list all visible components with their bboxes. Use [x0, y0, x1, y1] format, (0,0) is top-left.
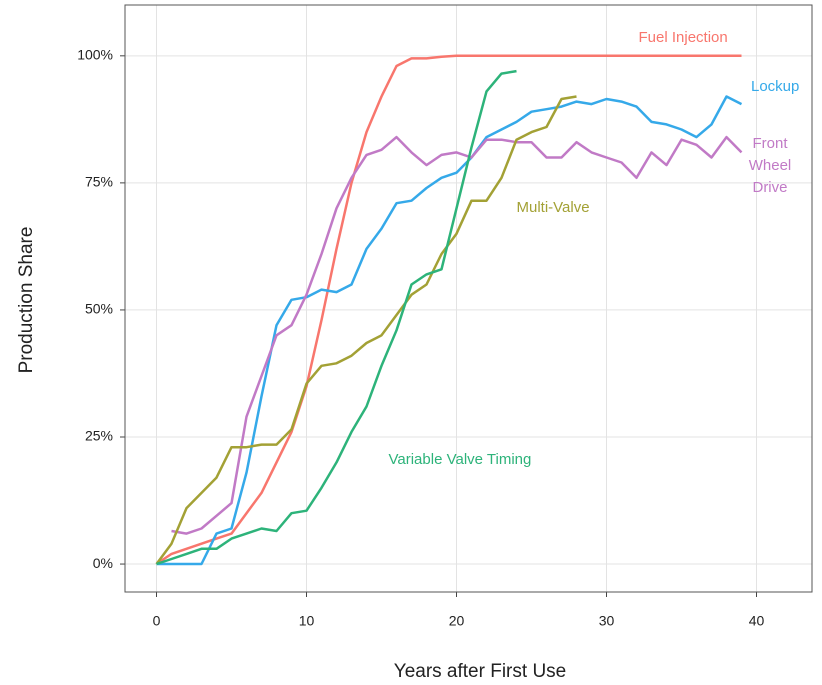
y-tick-label: 75% — [85, 174, 113, 190]
x-tick-label: 20 — [449, 613, 465, 629]
series-label: Multi-Valve — [516, 199, 590, 216]
series-label: Variable Valve Timing — [388, 451, 532, 468]
series-line — [156, 95, 743, 566]
x-tick-label: 40 — [749, 613, 765, 629]
series-line — [171, 135, 743, 535]
y-tick-label: 0% — [93, 555, 113, 571]
x-tick-label: 30 — [599, 613, 615, 629]
series-label: Fuel Injection — [638, 29, 728, 46]
y-tick-label: 50% — [85, 301, 113, 317]
series-line — [155, 95, 577, 565]
series-label: Lockup — [751, 78, 800, 95]
y-axis-title: Production Share — [16, 227, 37, 374]
series-line — [156, 69, 517, 566]
y-tick-label: 25% — [85, 428, 113, 444]
x-tick-label: 10 — [299, 613, 315, 629]
x-axis-title: Years after First Use — [394, 661, 566, 682]
series-line — [155, 54, 742, 566]
series-label: Front Wheel Drive — [748, 135, 792, 196]
y-tick-label: 100% — [77, 47, 113, 63]
plot-frame — [124, 4, 813, 593]
x-tick-label: 0 — [153, 613, 161, 629]
